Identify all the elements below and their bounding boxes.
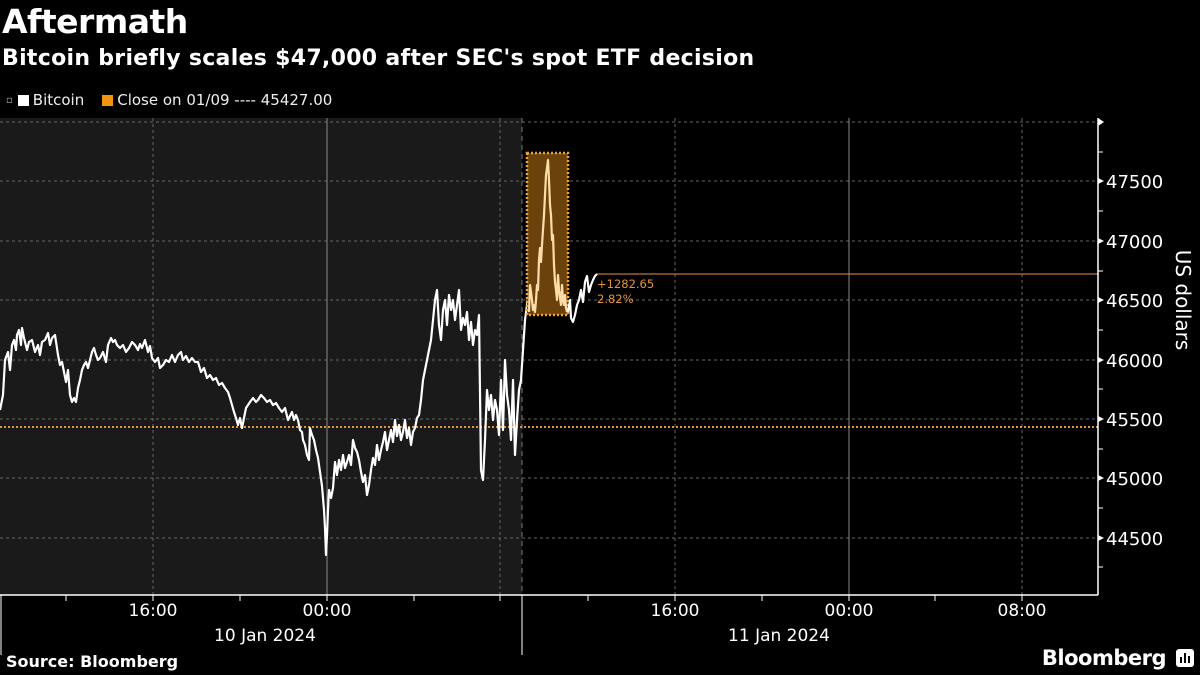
legend-swatch-close [102,94,114,106]
date-label: 10 Jan 2024 [214,626,316,646]
legend-label-bitcoin: Bitcoin [32,91,85,109]
legend: ▫ Bitcoin Close on 01/09 ---- 45427.00 [6,91,346,109]
chart-subtitle: Bitcoin briefly scales $47,000 after SEC… [2,46,755,71]
legend-item-close[interactable]: Close on 01/09 ---- 45427.00 [102,91,332,109]
x-tick-label: 16:00 [129,601,178,621]
legend-item-bitcoin[interactable]: ▫ Bitcoin [6,91,84,109]
y-tick-47000: 47000 [1106,232,1163,253]
v-gridlines [152,118,1023,595]
y-tick-46000: 46000 [1106,351,1163,372]
bitcoin-series-tail [566,273,598,324]
change-abs-annotation: +1282.65 [597,277,654,291]
y-axis: 47500 47000 46500 46000 45500 45000 4450… [1097,118,1195,595]
x-tick-label: 16:00 [651,601,700,621]
shaded-region [0,118,522,595]
x-tick-label: 00:00 [825,601,874,621]
x-tick-label: 00:00 [303,601,352,621]
change-pct-annotation: 2.82% [597,292,634,306]
y-tick-47500: 47500 [1106,172,1163,193]
y-tick-44500: 44500 [1106,529,1163,550]
legend-label-close: Close on 01/09 ---- 45427.00 [117,91,333,109]
chart-title: Aftermath [2,2,188,41]
bloomberg-chart-icon [1176,649,1194,667]
bloomberg-logo: Bloomberg [1041,646,1167,670]
bitcoin-series-highlight [527,158,569,314]
legend-swatch-bitcoin [17,94,29,106]
y-tick-45500: 45500 [1106,410,1163,431]
bitcoin-series-line [0,288,531,557]
pin-icon: ▫ [6,94,13,106]
y-tick-45000: 45000 [1106,469,1163,490]
date-label: 11 Jan 2024 [728,626,830,646]
x-tick-label: 08:00 [998,601,1047,621]
y-axis-label: US dollars [1171,250,1195,351]
source-note: Source: Bloomberg [6,652,179,671]
y-tick-46500: 46500 [1106,291,1163,312]
x-axis: 16:00 00:00 16:00 00:00 08:00 10 Jan 202… [0,594,1098,655]
